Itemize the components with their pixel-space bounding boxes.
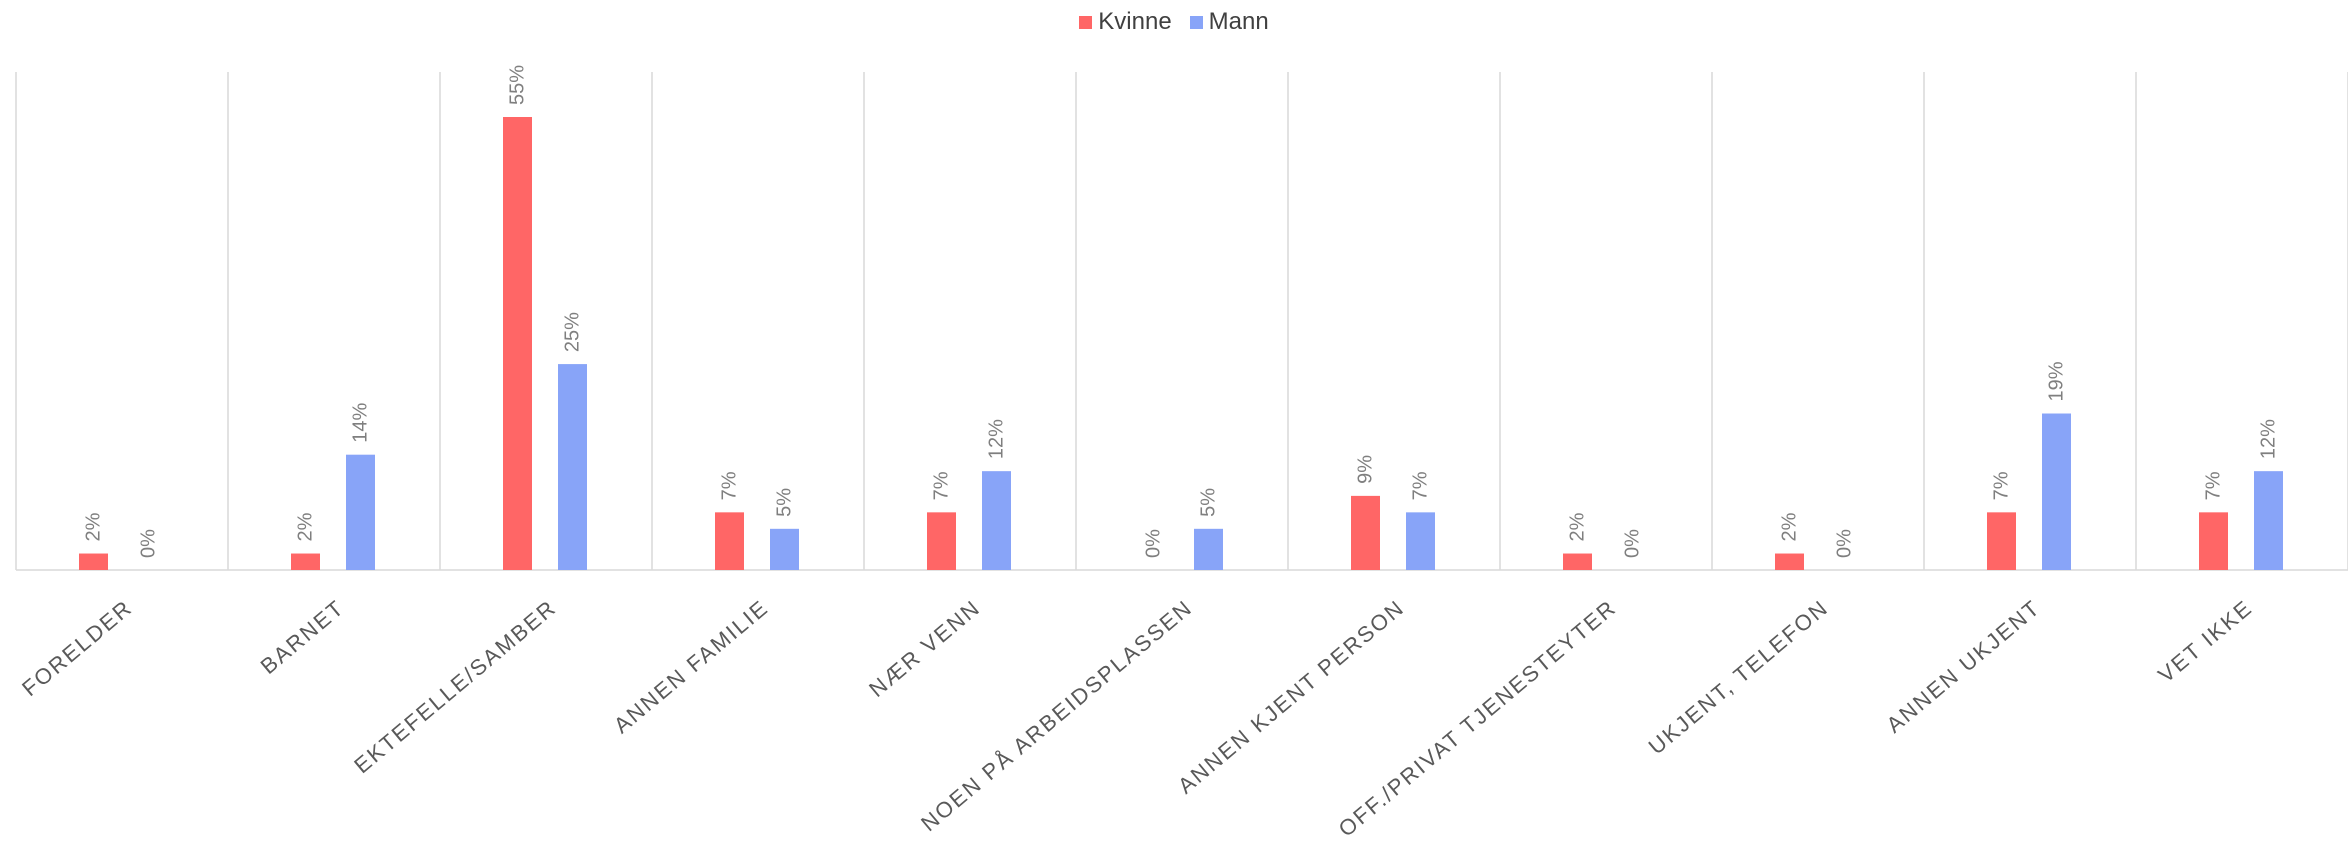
data-label-kvinne: 7% xyxy=(1991,471,2013,500)
legend-item-kvinne: Kvinne xyxy=(1079,8,1172,36)
bar-mann xyxy=(1406,512,1435,570)
bar-mann xyxy=(770,528,799,570)
bar-kvinne xyxy=(1987,512,2016,570)
data-label-mann: 5% xyxy=(1198,488,1220,517)
bar-kvinne xyxy=(1351,495,1380,570)
data-label-kvinne: 7% xyxy=(2203,471,2225,500)
bar-mann xyxy=(1194,528,1223,570)
bar-kvinne xyxy=(79,553,108,570)
data-label-mann: 19% xyxy=(2046,361,2068,401)
data-label-kvinne: 7% xyxy=(719,471,741,500)
data-label-kvinne: 7% xyxy=(931,471,953,500)
data-label-kvinne: 9% xyxy=(1355,455,1377,484)
bar-kvinne xyxy=(715,512,744,570)
data-label-mann: 25% xyxy=(562,312,584,352)
legend-label-kvinne: Kvinne xyxy=(1098,8,1172,35)
bar-mann xyxy=(2254,471,2283,570)
data-label-mann: 12% xyxy=(2258,419,2280,459)
data-label-mann: 0% xyxy=(1834,529,1856,558)
data-label-kvinne: 0% xyxy=(1143,529,1165,558)
bar-mann xyxy=(346,454,375,570)
data-label-mann: 5% xyxy=(774,488,796,517)
bar-kvinne xyxy=(291,553,320,570)
category-label: UKJENT, TELEFON xyxy=(1644,595,1834,760)
data-label-kvinne: 2% xyxy=(295,512,317,541)
category-label: ANNEN FAMILIE xyxy=(609,595,773,739)
bar-kvinne xyxy=(1775,553,1804,570)
legend-item-mann: Mann xyxy=(1189,8,1269,36)
legend: Kvinne Mann xyxy=(0,8,2348,36)
data-label-kvinne: 55% xyxy=(507,65,529,105)
data-label-mann: 14% xyxy=(350,402,372,442)
bar-mann xyxy=(2042,413,2071,570)
legend-swatch-kvinne xyxy=(1079,15,1093,29)
bar-mann xyxy=(558,364,587,570)
category-label: ANNEN UKJENT xyxy=(1882,595,2046,738)
data-label-mann: 0% xyxy=(1622,529,1644,558)
data-label-mann: 12% xyxy=(986,419,1008,459)
bar-kvinne xyxy=(2199,512,2228,570)
category-label: NÆR VENN xyxy=(864,595,985,702)
category-label: EKTEFELLE/SAMBER xyxy=(349,595,561,779)
bar-mann xyxy=(982,471,1011,570)
bar-kvinne xyxy=(927,512,956,570)
category-label: VET IKKE xyxy=(2153,595,2257,688)
data-label-kvinne: 2% xyxy=(83,512,105,541)
data-label-kvinne: 2% xyxy=(1567,512,1589,541)
bar-kvinne xyxy=(503,117,532,570)
data-label-mann: 7% xyxy=(1410,471,1432,500)
category-label: BARNET xyxy=(256,595,350,679)
category-label: FORELDER xyxy=(17,595,137,701)
legend-swatch-mann xyxy=(1189,15,1203,29)
data-label-kvinne: 2% xyxy=(1779,512,1801,541)
category-label: ANNEN KJENT PERSON xyxy=(1173,595,1409,799)
data-label-mann: 0% xyxy=(138,529,160,558)
legend-label-mann: Mann xyxy=(1208,8,1269,35)
bar-kvinne xyxy=(1563,553,1592,570)
